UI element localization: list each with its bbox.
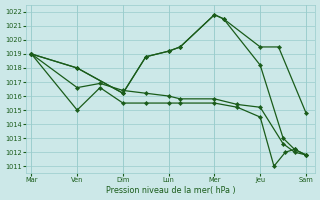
X-axis label: Pression niveau de la mer( hPa ): Pression niveau de la mer( hPa ) [106,186,235,195]
